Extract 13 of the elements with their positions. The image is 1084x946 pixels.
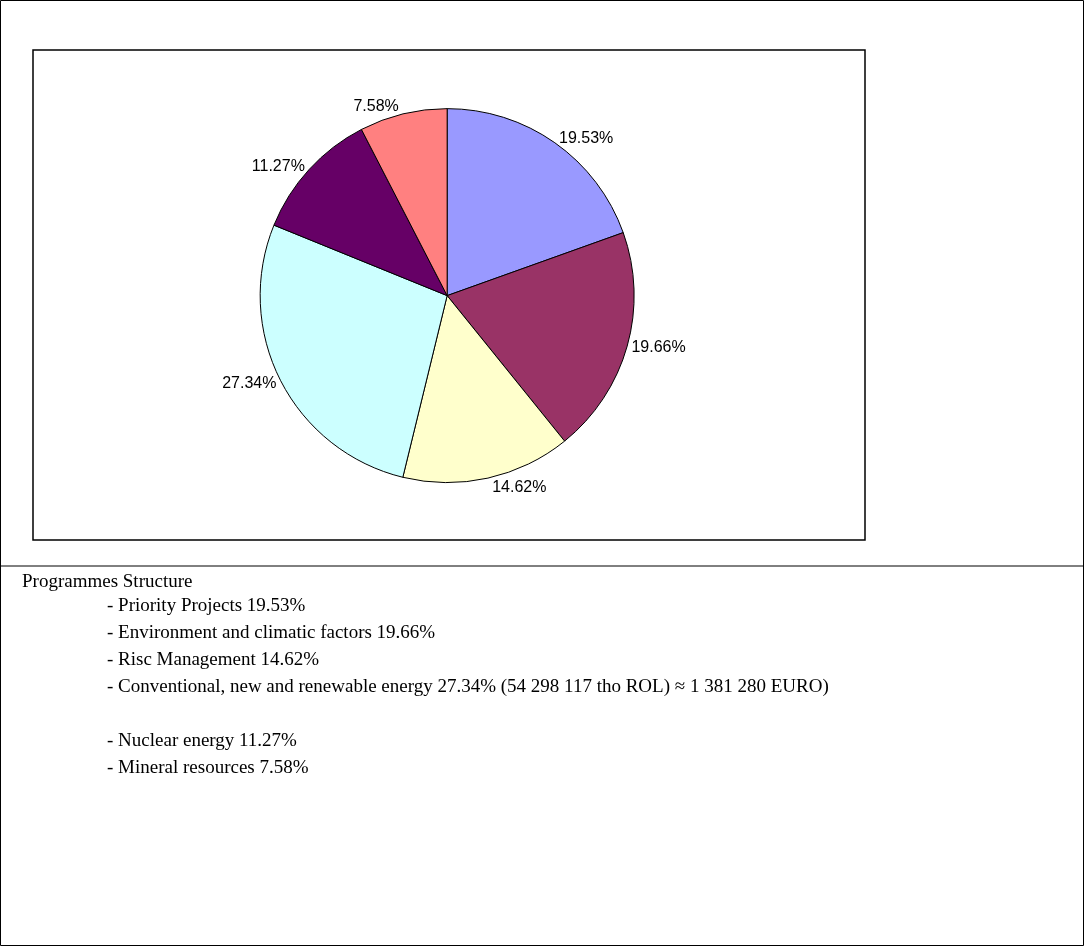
data-label: 19.53%	[559, 128, 614, 146]
text: - Priority Projects 19.53%	[107, 594, 306, 615]
text: - Conventional, new and renewable energy 27.34% (54 298 117 tho ROL) ≈ 1 381 280 EURO)	[107, 675, 829, 697]
data-label: 7.58%	[353, 97, 399, 115]
text: Programmes Structure	[22, 570, 193, 591]
text: - Nuclear energy 11.27%	[107, 729, 298, 750]
text: - Mineral resources 7.58%	[107, 756, 309, 777]
text: - Risc Management 14.62%	[107, 648, 320, 669]
data-label: 11.27%	[251, 157, 305, 175]
data-label: 14.62%	[492, 477, 547, 495]
data-label: 19.66%	[631, 338, 686, 356]
data-label: 27.34%	[222, 373, 277, 391]
text: - Environment and climatic factors 19.66%	[107, 621, 436, 642]
